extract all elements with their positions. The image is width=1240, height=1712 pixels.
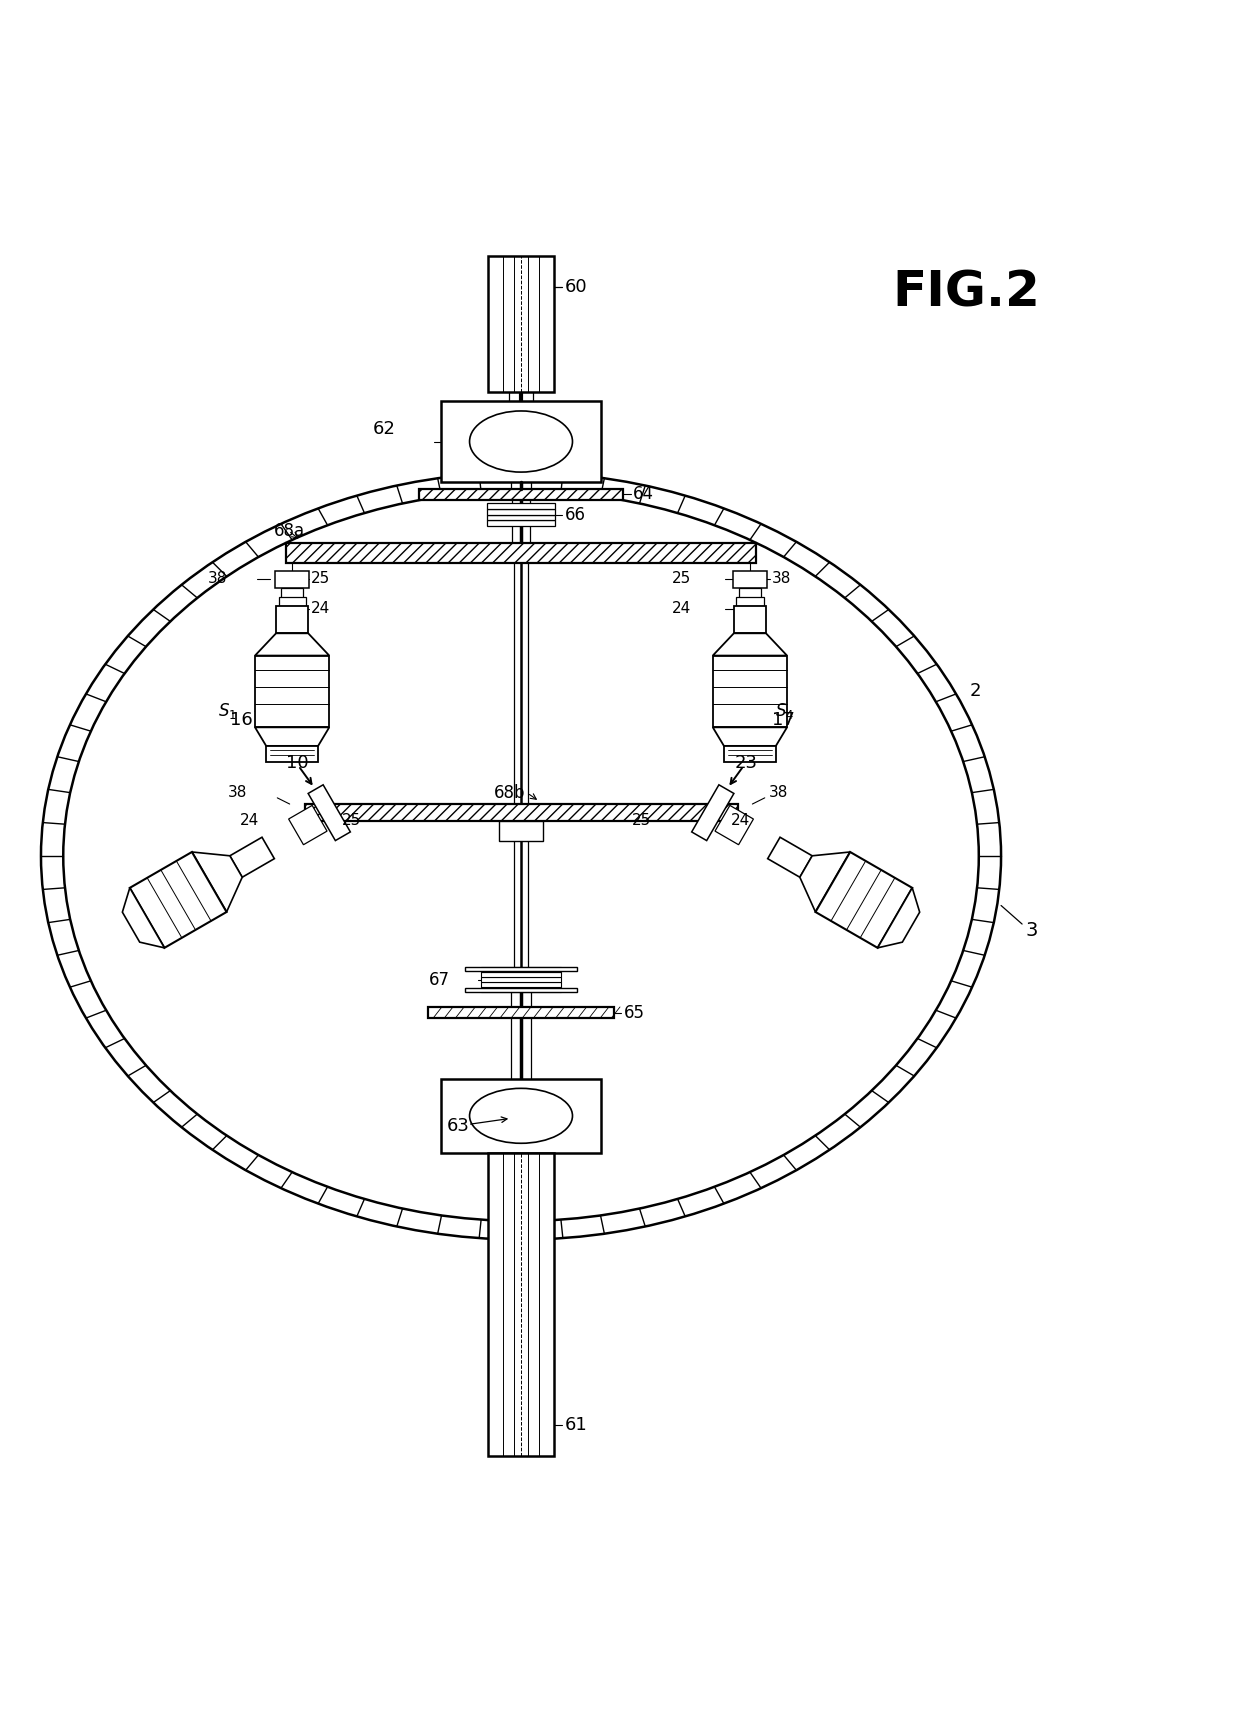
Text: 24: 24 — [732, 813, 750, 827]
Polygon shape — [481, 983, 562, 988]
Polygon shape — [816, 853, 913, 948]
Polygon shape — [465, 988, 578, 991]
Polygon shape — [279, 597, 306, 606]
Text: 68b: 68b — [494, 784, 526, 801]
Polygon shape — [281, 587, 304, 599]
Polygon shape — [289, 805, 327, 844]
Polygon shape — [800, 853, 851, 912]
Text: 38: 38 — [769, 786, 787, 801]
Text: 24: 24 — [311, 601, 330, 616]
Polygon shape — [768, 837, 812, 877]
Polygon shape — [733, 572, 768, 587]
Polygon shape — [465, 967, 578, 971]
Polygon shape — [878, 889, 920, 948]
Text: FIG.2: FIG.2 — [893, 269, 1040, 317]
Polygon shape — [275, 572, 310, 587]
Text: 64: 64 — [632, 484, 653, 503]
Text: 61: 61 — [564, 1416, 587, 1435]
Polygon shape — [481, 967, 562, 972]
Polygon shape — [255, 633, 330, 656]
Text: 10: 10 — [286, 755, 309, 772]
Ellipse shape — [470, 1089, 573, 1144]
Text: 25: 25 — [311, 572, 330, 587]
Text: 38: 38 — [228, 786, 247, 801]
Text: $S_1$: $S_1$ — [218, 702, 237, 721]
Text: 62: 62 — [372, 419, 396, 438]
Text: 65: 65 — [624, 1003, 645, 1022]
Polygon shape — [440, 1079, 601, 1152]
Polygon shape — [419, 488, 622, 500]
Polygon shape — [487, 520, 556, 526]
Polygon shape — [428, 1007, 614, 1019]
Text: 25: 25 — [342, 813, 361, 827]
Polygon shape — [487, 257, 554, 392]
Polygon shape — [739, 587, 761, 599]
Text: $S_4$: $S_4$ — [775, 702, 794, 721]
Polygon shape — [737, 597, 764, 606]
Text: 60: 60 — [564, 277, 587, 296]
Polygon shape — [481, 978, 562, 983]
Polygon shape — [130, 853, 227, 948]
Polygon shape — [481, 988, 562, 991]
Text: 66: 66 — [565, 505, 587, 524]
Text: 38: 38 — [208, 572, 227, 587]
Text: 68a: 68a — [274, 522, 305, 539]
Text: 23: 23 — [735, 755, 758, 772]
Text: 67: 67 — [429, 971, 450, 990]
Text: 63: 63 — [446, 1116, 470, 1135]
Polygon shape — [309, 784, 351, 841]
Polygon shape — [692, 784, 734, 841]
Polygon shape — [715, 805, 754, 844]
Text: 3: 3 — [1025, 921, 1038, 940]
Polygon shape — [192, 853, 242, 912]
Text: 17: 17 — [773, 710, 795, 729]
Text: 25: 25 — [672, 572, 691, 587]
Text: 2: 2 — [970, 683, 982, 700]
Polygon shape — [487, 1152, 554, 1455]
Text: 24: 24 — [672, 601, 691, 616]
Polygon shape — [487, 508, 556, 515]
Polygon shape — [487, 515, 556, 520]
Text: 16: 16 — [231, 710, 253, 729]
Text: 24: 24 — [241, 813, 259, 827]
Polygon shape — [123, 889, 165, 948]
Polygon shape — [440, 401, 601, 481]
Polygon shape — [286, 543, 756, 563]
Ellipse shape — [63, 491, 978, 1221]
Polygon shape — [305, 805, 738, 822]
Polygon shape — [481, 972, 562, 978]
Polygon shape — [724, 746, 776, 762]
Polygon shape — [713, 633, 787, 656]
Polygon shape — [713, 656, 787, 728]
Polygon shape — [267, 746, 319, 762]
Polygon shape — [498, 822, 543, 841]
Polygon shape — [487, 503, 556, 508]
Polygon shape — [277, 606, 309, 633]
Text: 38: 38 — [773, 572, 791, 587]
Polygon shape — [255, 728, 330, 746]
Polygon shape — [255, 656, 330, 728]
Polygon shape — [229, 837, 274, 877]
Text: 25: 25 — [632, 813, 652, 827]
Polygon shape — [713, 728, 787, 746]
Ellipse shape — [470, 411, 573, 473]
Polygon shape — [734, 606, 766, 633]
